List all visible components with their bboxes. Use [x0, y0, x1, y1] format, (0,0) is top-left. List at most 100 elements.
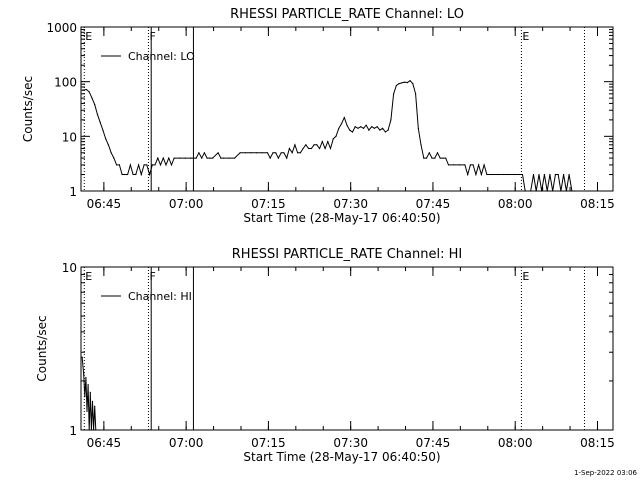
- x-tick-label: 07:45: [416, 197, 451, 211]
- data-point: [132, 173, 134, 176]
- data-point: [162, 157, 164, 159]
- y-tick-label: 10: [62, 130, 77, 144]
- data-point: [335, 135, 337, 137]
- data-point: [198, 152, 200, 154]
- data-point: [129, 164, 131, 166]
- data-point: [313, 144, 315, 146]
- x-tick-label: 07:00: [169, 197, 204, 211]
- data-point: [404, 81, 406, 83]
- data-point: [401, 82, 403, 84]
- chart-title: RHESSI PARTICLE_RATE Channel: LO: [230, 7, 464, 22]
- data-point: [472, 164, 474, 166]
- data-point: [464, 164, 466, 166]
- data-point: [538, 173, 540, 176]
- data-point: [250, 152, 252, 154]
- data-point: [302, 147, 304, 150]
- data-point: [521, 173, 524, 176]
- data-point: [179, 157, 181, 159]
- x-tick-label: 07:15: [251, 197, 286, 211]
- data-point: [568, 173, 570, 176]
- data-point: [382, 127, 384, 129]
- data-point: [110, 152, 112, 154]
- data-point: [513, 173, 515, 176]
- data-point: [118, 164, 120, 166]
- data-point: [436, 152, 439, 154]
- data-point: [420, 144, 422, 146]
- footer-timestamp: 1-Sep-2022 03:06: [574, 469, 637, 477]
- y-tick-label: 1: [69, 185, 77, 199]
- data-point: [308, 147, 310, 150]
- data-point: [340, 123, 343, 125]
- data-point: [346, 124, 348, 126]
- data-point: [94, 405, 96, 407]
- data-point: [467, 173, 469, 176]
- data-point: [234, 157, 236, 159]
- x-tick-label: 07:00: [169, 436, 204, 450]
- data-point: [149, 173, 151, 176]
- data-point: [294, 144, 296, 146]
- data-point: [212, 157, 214, 159]
- data-point: [83, 373, 85, 375]
- data-point: [530, 190, 532, 192]
- data-point: [478, 164, 480, 166]
- legend-label: Channel: HI: [128, 290, 192, 303]
- x-tick-label: 08:15: [580, 436, 615, 450]
- data-point: [384, 131, 386, 133]
- x-axis-label: Start Time (28-May-17 06:40:50): [243, 211, 440, 225]
- data-point: [379, 129, 381, 131]
- series-line: [82, 80, 575, 192]
- data-point: [88, 429, 90, 431]
- data-point: [563, 173, 565, 176]
- x-axis-label: Start Time (28-May-17 06:40:50): [243, 450, 440, 464]
- data-point: [89, 391, 91, 393]
- data-point: [173, 157, 175, 159]
- data-point: [116, 164, 118, 166]
- data-point: [93, 429, 95, 431]
- data-point: [497, 173, 499, 176]
- data-point: [560, 190, 562, 192]
- data-point: [483, 164, 485, 166]
- data-point: [519, 173, 521, 176]
- data-point: [549, 173, 551, 176]
- data-point: [554, 173, 557, 176]
- data-point: [244, 152, 247, 154]
- data-point: [409, 80, 411, 82]
- data-point: [151, 164, 153, 166]
- data-point: [423, 157, 425, 159]
- data-point: [431, 157, 433, 159]
- data-point: [445, 157, 447, 159]
- data-point: [565, 190, 568, 192]
- data-point: [157, 157, 159, 159]
- marker-label: E: [85, 30, 92, 43]
- data-point: [275, 152, 277, 154]
- x-tick-label: 08:00: [498, 197, 533, 211]
- data-point: [305, 144, 307, 146]
- data-point: [393, 93, 395, 95]
- x-tick-label: 07:30: [333, 436, 368, 450]
- data-point: [365, 124, 367, 126]
- data-point: [541, 190, 543, 192]
- x-tick-label: 08:00: [498, 436, 533, 450]
- marker-label: E: [522, 270, 529, 283]
- data-point: [140, 173, 142, 176]
- data-point: [266, 152, 269, 154]
- data-point: [261, 152, 263, 154]
- data-point: [143, 164, 145, 166]
- data-point: [458, 164, 460, 166]
- data-point: [524, 190, 526, 192]
- data-point: [324, 147, 326, 150]
- data-point: [85, 88, 88, 91]
- data-point: [373, 127, 375, 129]
- data-point: [127, 173, 129, 176]
- data-point: [105, 138, 107, 140]
- data-point: [543, 173, 546, 176]
- data-point: [217, 152, 219, 154]
- data-point: [557, 173, 559, 176]
- data-point: [321, 141, 323, 143]
- data-point: [95, 429, 97, 431]
- data-point: [277, 157, 279, 159]
- data-point: [532, 173, 535, 176]
- data-point: [90, 429, 92, 431]
- data-point: [368, 129, 370, 131]
